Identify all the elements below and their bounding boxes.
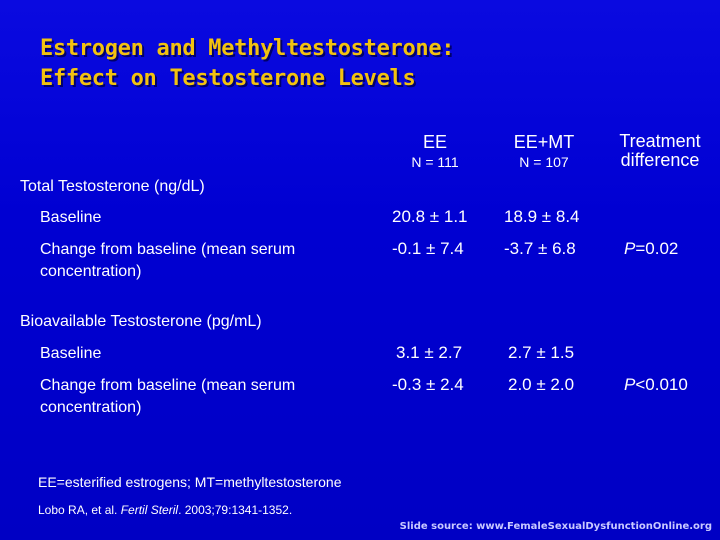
abbreviation-footnote: EE=esterified estrogens; MT=methyltestos… bbox=[38, 474, 342, 490]
citation: Lobo RA, et al. Fertil Steril. 2003;79:1… bbox=[38, 503, 292, 517]
col-sub-ee-n: N = 111 bbox=[411, 154, 459, 170]
row-label-line-2: concentration) bbox=[40, 263, 142, 280]
p-value: <0.010 bbox=[635, 375, 688, 394]
row-label-line-1: Baseline bbox=[40, 209, 102, 226]
slide-title: Estrogen and Methyltestosterone: Effect … bbox=[40, 34, 455, 94]
cell-total-change-ee: -0.1 ± 7.4 bbox=[392, 239, 464, 258]
cell-total-baseline-ee: 20.8 ± 1.1 bbox=[392, 207, 468, 226]
row-label-total-baseline: Baseline bbox=[40, 207, 101, 229]
cell-bio-change-p-value: P<0.010 bbox=[624, 375, 688, 395]
cell-bio-baseline-ee: 3.1 ± 2.7 bbox=[396, 343, 463, 362]
col-sub-ee-mt-n: N = 107 bbox=[519, 154, 569, 170]
citation-journal: Fertil Steril bbox=[120, 503, 179, 517]
cell-bio-change-ee-mt: 2.0 ± 2.0 bbox=[508, 375, 575, 394]
row-label-line-1: Change from baseline (mean serum bbox=[40, 241, 296, 258]
slide-source: Slide source: www.FemaleSexualDysfunctio… bbox=[399, 521, 712, 532]
cell-bio-baseline-ee-mt: 2.7 ± 1.5 bbox=[508, 343, 575, 362]
section-heading-bioavailable-testosterone: Bioavailable Testosterone (pg/mL) bbox=[20, 313, 262, 330]
row-label-line-1: Change from baseline (mean serum bbox=[40, 377, 296, 394]
row-label-line-1: Baseline bbox=[40, 345, 102, 362]
title-line-1: Estrogen and Methyltestosterone: bbox=[40, 36, 455, 61]
col-header-diff-line-1: Treatment bbox=[619, 131, 701, 151]
row-label-line-2: concentration) bbox=[40, 399, 142, 416]
col-header-ee-mt: EE+MT bbox=[513, 132, 575, 152]
citation-authors: Lobo RA, et al. bbox=[38, 503, 121, 517]
p-value: =0.02 bbox=[635, 239, 679, 258]
p-prefix: P bbox=[624, 239, 636, 258]
row-label-bio-baseline: Baseline bbox=[40, 343, 101, 365]
col-header-ee: EE bbox=[422, 132, 447, 152]
row-label-bio-change: Change from baseline (mean serum concent… bbox=[40, 375, 295, 419]
p-prefix: P bbox=[624, 375, 636, 394]
cell-total-change-p-value: P=0.02 bbox=[624, 239, 678, 259]
title-line-2: Effect on Testosterone Levels bbox=[40, 66, 416, 91]
cell-bio-change-ee: -0.3 ± 2.4 bbox=[392, 375, 464, 394]
citation-details: . 2003;79:1341-1352. bbox=[178, 503, 293, 517]
section-heading-total-testosterone: Total Testosterone (ng/dL) bbox=[20, 178, 205, 195]
cell-total-baseline-ee-mt: 18.9 ± 8.4 bbox=[504, 207, 580, 226]
row-label-total-change: Change from baseline (mean serum concent… bbox=[40, 239, 295, 283]
cell-total-change-ee-mt: -3.7 ± 6.8 bbox=[504, 239, 576, 258]
col-header-treatment-difference: Treatment difference bbox=[608, 132, 712, 170]
col-header-diff-line-2: difference bbox=[620, 150, 700, 170]
